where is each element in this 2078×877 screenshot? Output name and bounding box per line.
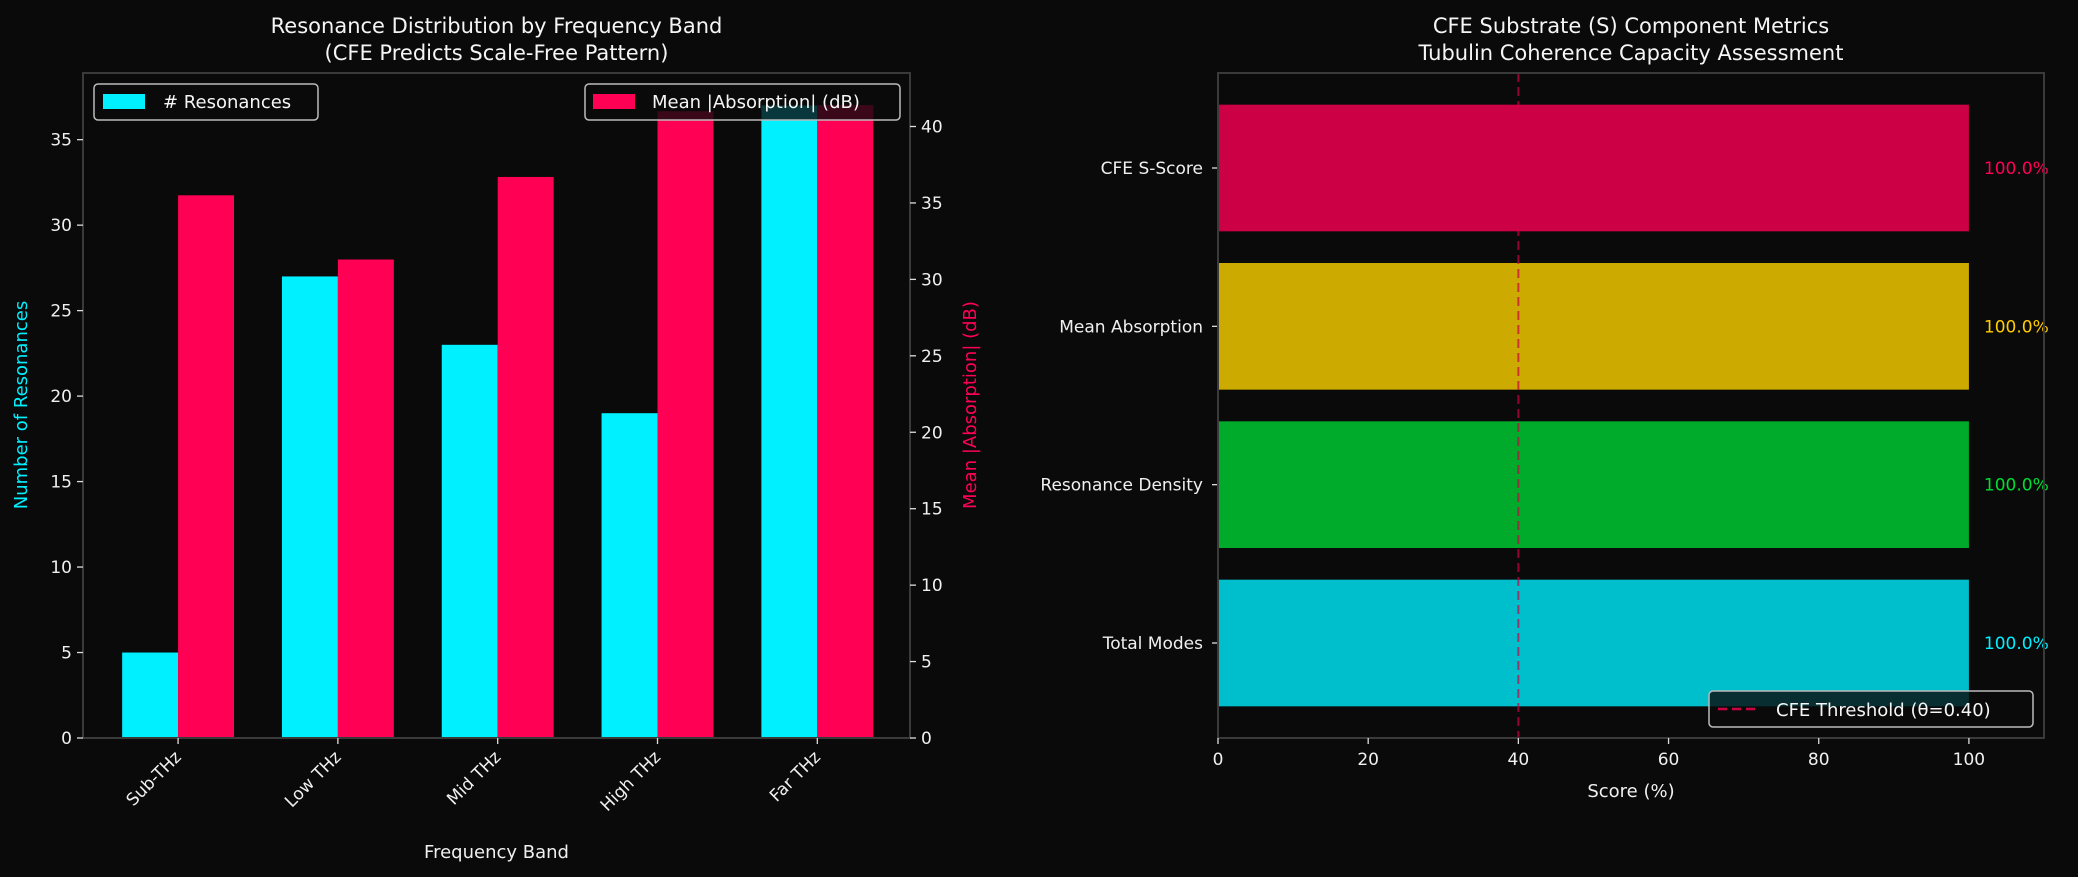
chart-subtitle: Tubulin Coherence Capacity Assessment: [1418, 41, 1844, 65]
y-tick-label: 35: [50, 131, 72, 151]
y2-tick-label: 40: [921, 118, 943, 138]
legend-threshold: CFE Threshold (θ=0.40): [1708, 690, 2034, 728]
legend-left: # Resonances: [93, 83, 319, 121]
y-tick-label: Resonance Density: [1040, 476, 1203, 496]
absorption-bar: [497, 176, 554, 738]
y-tick-label: Total Modes: [1102, 634, 1203, 654]
metrics-chart: 100.0% Total Modes 100.0% Resonance Density…: [1040, 14, 2048, 802]
resonance-count-bar: [122, 652, 179, 738]
y2-tick-label: 30: [921, 270, 943, 290]
x-tick-label: 60: [1658, 750, 1680, 770]
x-axis-label: Frequency Band: [424, 842, 569, 863]
metric-bar: [1218, 104, 1969, 232]
legend-right: Mean |Absorption| (dB): [584, 83, 901, 121]
absorption-bar: [337, 259, 394, 738]
absorption-bar: [817, 105, 874, 738]
x-tick-label: 0: [1213, 750, 1224, 770]
resonance-count-bar: [441, 344, 498, 738]
value-label: 100.0%: [1984, 159, 2049, 179]
axes-frame: [82, 72, 911, 739]
y2-tick-label: 25: [921, 347, 943, 367]
y2-tick-label: 0: [921, 729, 932, 749]
y-tick-label: 15: [50, 473, 72, 493]
y-tick-label: CFE S-Score: [1101, 159, 1203, 179]
x-tick-label: 20: [1357, 750, 1379, 770]
y-tick-label: 5: [61, 644, 72, 664]
value-label: 100.0%: [1984, 634, 2049, 654]
resonance-count-bar: [761, 105, 818, 739]
legend-label: Mean |Absorption| (dB): [652, 92, 860, 113]
y-tick-label: 30: [50, 216, 72, 236]
chart-title: Resonance Distribution by Frequency Band: [271, 14, 723, 38]
metric-bar: [1218, 263, 1969, 390]
chart-subtitle: (CFE Predicts Scale-Free Pattern): [325, 41, 669, 65]
legend-frame: [93, 83, 319, 121]
y-tick-label: 25: [50, 302, 72, 322]
value-label: 100.0%: [1984, 317, 2049, 337]
y2-axis-label: Mean |Absorption| (dB): [960, 301, 981, 509]
axes-frame: [1217, 72, 2045, 739]
x-axis-label: Score (%): [1587, 781, 1674, 802]
y-tick-label: Mean Absorption: [1059, 317, 1203, 337]
value-label: 100.0%: [1984, 476, 2049, 496]
y2-tick-label: 10: [921, 576, 943, 596]
absorption-bar: [657, 111, 714, 739]
legend-swatch: [593, 94, 635, 109]
absorption-bar: [178, 195, 235, 739]
y-tick-label: 20: [50, 387, 72, 407]
y2-tick-label: 15: [921, 500, 943, 520]
legend-label: # Resonances: [163, 92, 291, 113]
metric-bar: [1218, 579, 1969, 707]
legend-frame: [584, 83, 901, 121]
resonance-count-bar: [281, 276, 338, 738]
metric-bar: [1218, 421, 1969, 548]
y2-tick-label: 5: [921, 653, 932, 673]
y-tick-label: 10: [50, 558, 72, 578]
y2-tick-label: 20: [921, 423, 943, 443]
legend-swatch: [103, 94, 145, 109]
x-tick-label: 80: [1808, 750, 1830, 770]
legend-frame: [1708, 690, 2034, 728]
y2-tick-label: 35: [921, 194, 943, 214]
chart-title: CFE Substrate (S) Component Metrics: [1433, 14, 1829, 38]
y-axis-label: Number of Resonances: [11, 301, 32, 509]
x-tick-label: 40: [1508, 750, 1530, 770]
x-tick-label: 100: [1953, 750, 1985, 770]
y-tick-label: 0: [61, 729, 72, 749]
resonance-count-bar: [601, 413, 658, 738]
legend-label: CFE Threshold (θ=0.40): [1776, 700, 1991, 721]
